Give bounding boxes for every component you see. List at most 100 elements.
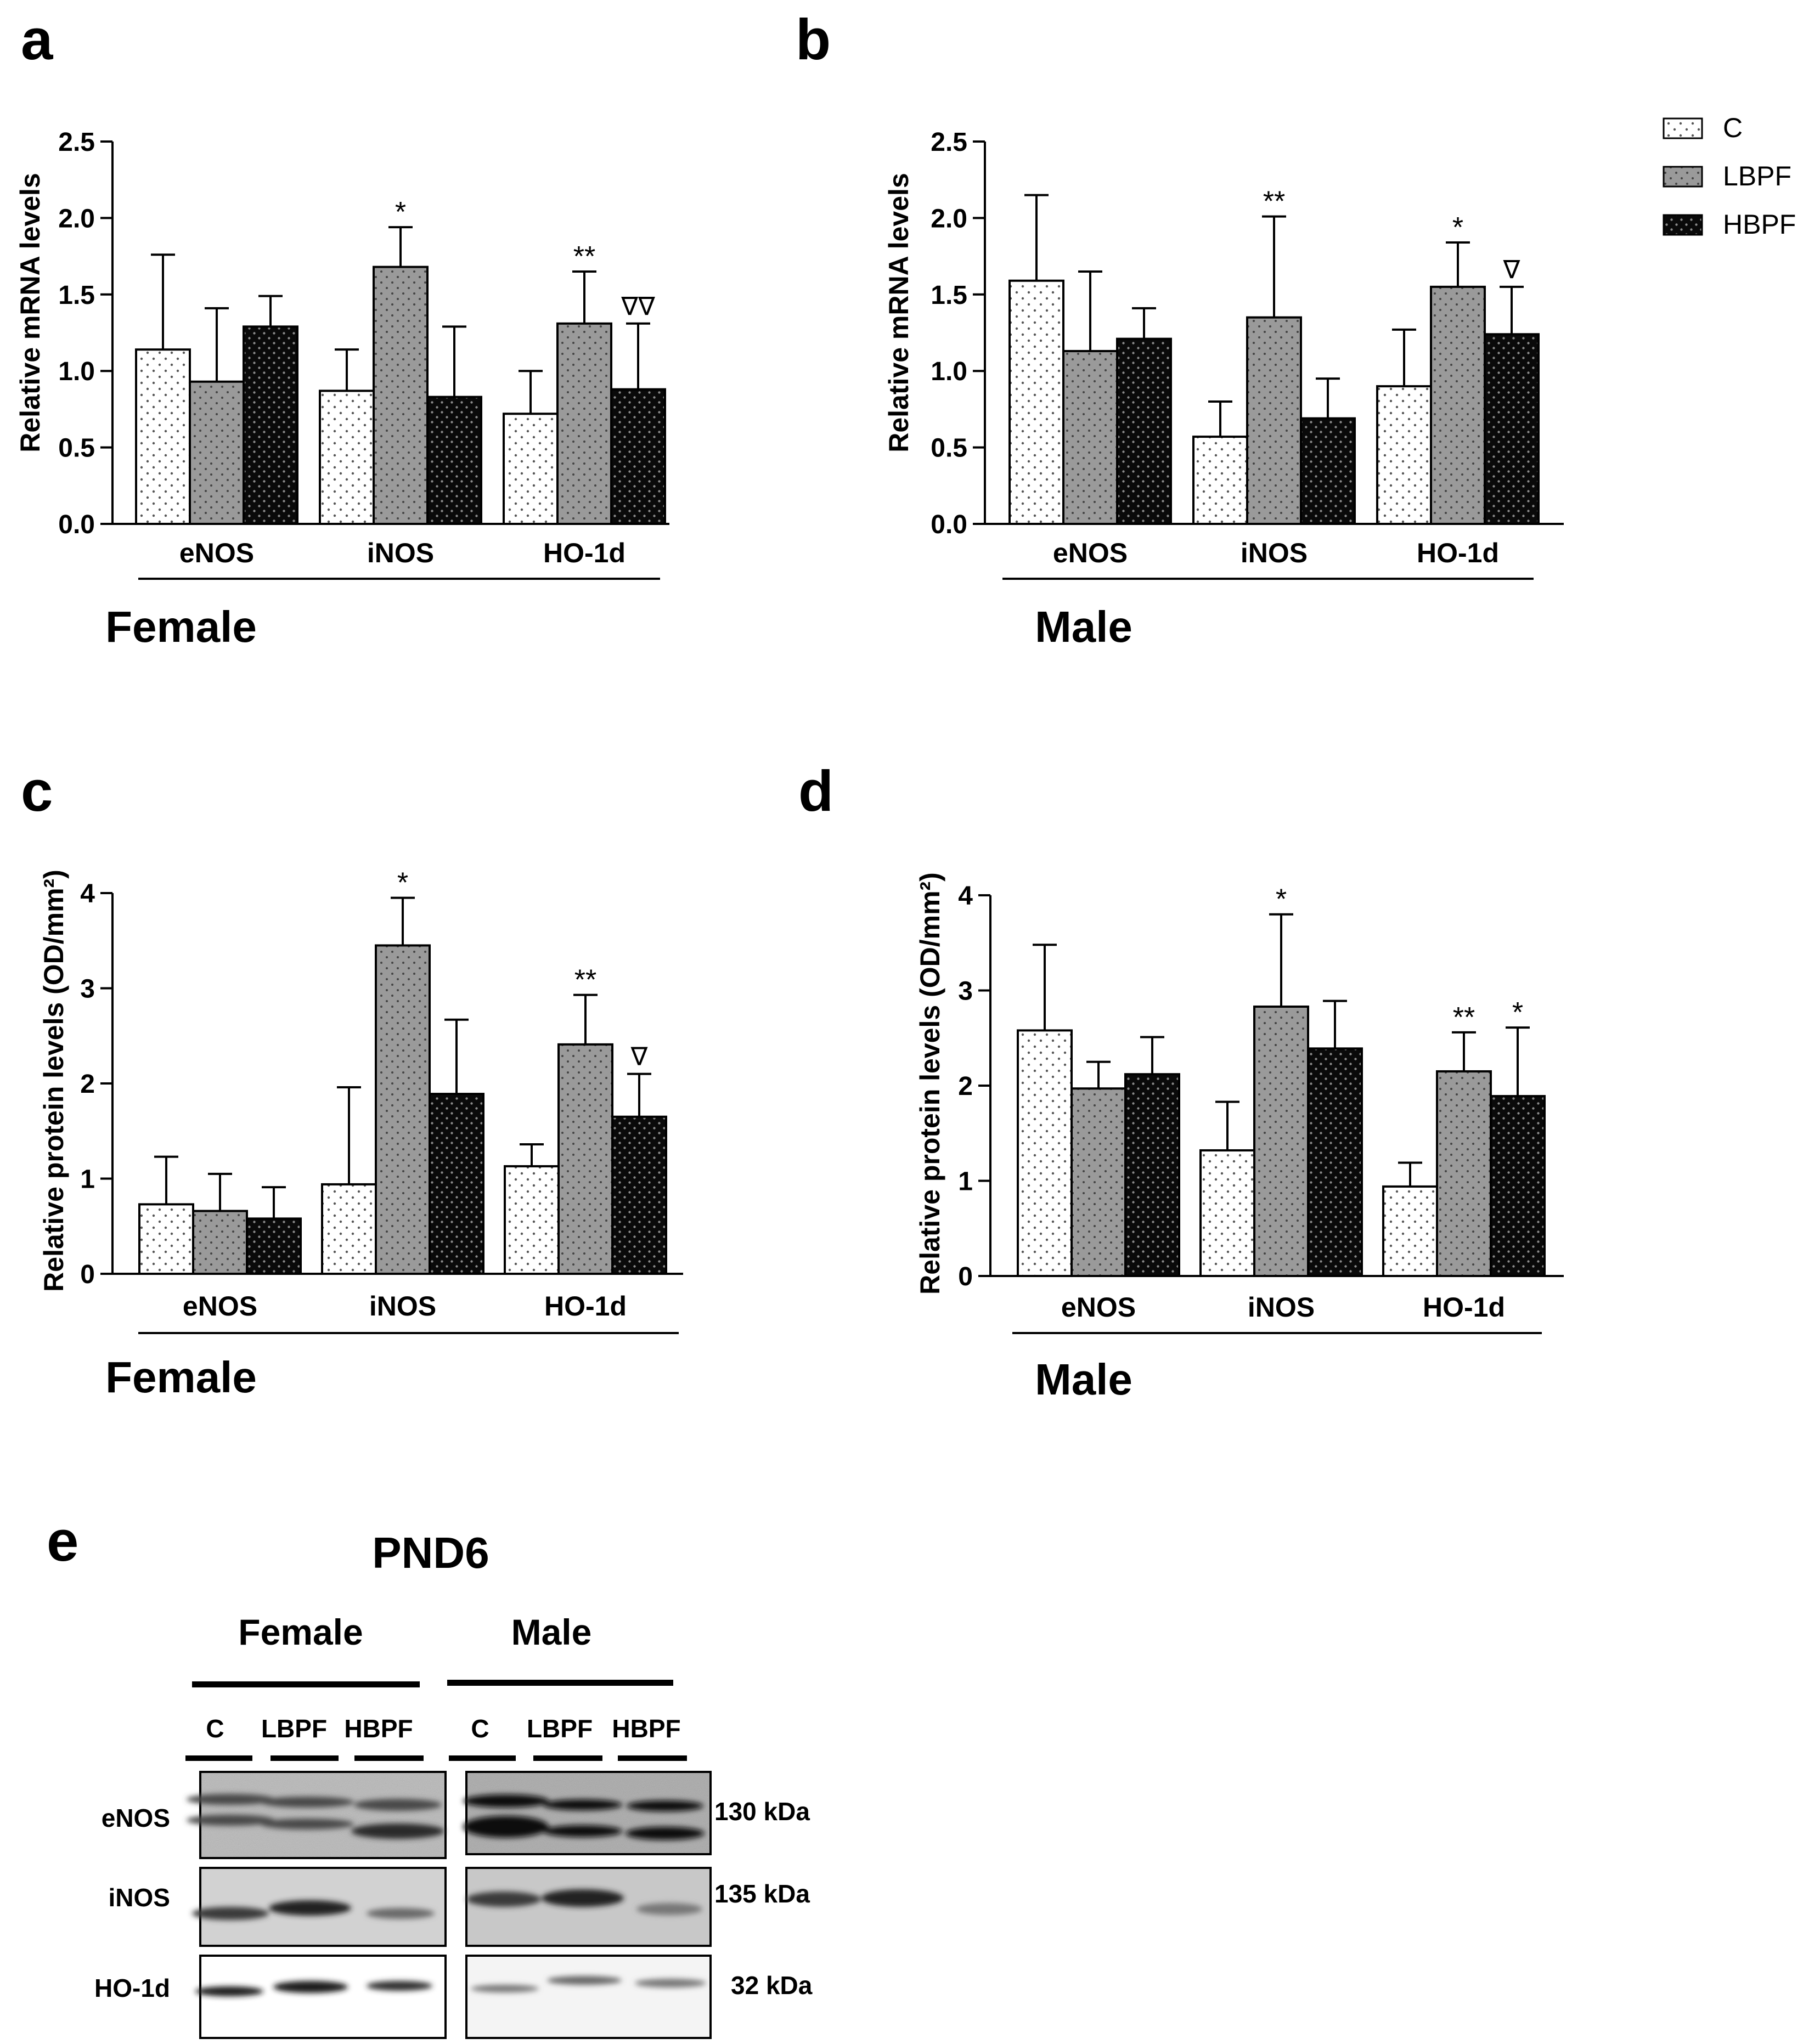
y-tick-label: 3	[958, 977, 973, 1006]
bar-enos-lbpf	[1070, 1087, 1126, 1277]
x-tick-label: eNOS	[183, 1291, 257, 1322]
panel-a-mrna-female: a 0.0 0.5 1.0 1.5 2.0 2.5 eNOS * iNOS ** ∇∇ HO-1d F…	[15, 8, 669, 651]
panel-b-ylabel: Relative mRNA levels	[883, 173, 914, 453]
panel-b-group-label: Male	[1035, 602, 1132, 651]
bar-ho1d-c	[1382, 1185, 1438, 1277]
panel-letter-e: e	[47, 1509, 78, 1573]
bar-inos-c	[1199, 1149, 1255, 1277]
legend-swatch-lbpf	[1663, 166, 1703, 188]
blot-inos-female	[192, 1867, 447, 1947]
panel-a-ylabel: Relative mRNA levels	[15, 173, 46, 453]
significance-marker: ∇	[630, 1042, 648, 1071]
bar-inos-c	[319, 389, 375, 525]
bar-enos-hbpf	[1116, 337, 1172, 525]
y-tick-label: 4	[958, 882, 973, 911]
panel-c-protein-female: c 0 1 2 3 4 eNOS * iNOS ** ∇ HO-1d Female Relative…	[21, 759, 683, 1402]
bar-inos-lbpf	[1246, 316, 1302, 525]
y-tick-label: 2.0	[931, 204, 967, 233]
blot-title: PND6	[372, 1528, 489, 1577]
significance-marker: *	[1452, 212, 1463, 244]
panel-e-western-blot: e PND6 Female Male C LBPF HBPF C LBPF HB…	[47, 1509, 813, 2039]
panel-b-mrna-male: b 0.0 0.5 1.0 1.5 2.0 2.5 eNOS ** iNOS * ∇ HO-1d Ma…	[796, 8, 1564, 651]
panel-a-chart: 0.0 0.5 1.0 1.5 2.0 2.5 eNOS * iNOS ** ∇∇ HO-1d	[58, 128, 669, 580]
y-tick-label: 1	[80, 1165, 95, 1194]
y-tick-label: 3	[80, 975, 95, 1004]
x-tick-label: HO-1d	[1417, 538, 1499, 568]
bar-inos-hbpf	[1307, 1047, 1363, 1277]
legend-label-c: C	[1723, 112, 1743, 143]
lane-bar-female-hbpf	[354, 1755, 424, 1761]
blot-ho1d-male	[465, 1955, 712, 2039]
legend: C LBPF HBPF	[1663, 112, 1796, 240]
blot-row-label-inos: iNOS	[109, 1883, 170, 1912]
bar-ho1d-hbpf	[611, 1115, 667, 1275]
lane-label-male-lbpf: LBPF	[527, 1714, 593, 1743]
bar-inos-lbpf	[1253, 1005, 1309, 1277]
panel-d-group-label: Male	[1035, 1355, 1132, 1404]
bar-inos-hbpf	[1300, 417, 1356, 525]
significance-marker: *	[1276, 884, 1287, 916]
y-tick-label: 2.5	[931, 128, 967, 157]
significance-marker: **	[573, 241, 595, 273]
y-tick-label: 1	[958, 1167, 973, 1196]
blot-inos-male	[465, 1867, 712, 1947]
lane-label-female-hbpf: HBPF	[344, 1714, 413, 1743]
x-tick-label: HO-1d	[1423, 1292, 1505, 1323]
lane-bar-female-lbpf	[271, 1755, 339, 1761]
bar-inos-lbpf	[375, 944, 431, 1275]
bar-enos-lbpf	[192, 1210, 248, 1275]
x-tick-label: HO-1d	[544, 1291, 627, 1322]
lane-bar-male-lbpf	[533, 1755, 602, 1761]
significance-marker: *	[1512, 997, 1523, 1029]
bar-ho1d-c	[504, 1165, 560, 1275]
y-tick-label: 1.0	[58, 357, 95, 386]
panel-c-chart: 0 1 2 3 4 eNOS * iNOS ** ∇ HO-1d	[80, 867, 683, 1334]
significance-marker: ∇	[1503, 255, 1520, 284]
bar-inos-lbpf	[373, 266, 429, 525]
blot-row-label-ho1d: HO-1d	[94, 1974, 170, 2002]
bar-ho1d-lbpf	[556, 322, 612, 525]
bar-ho1d-c	[503, 413, 559, 525]
panel-letter-d: d	[798, 759, 833, 823]
y-tick-label: 2	[958, 1072, 973, 1101]
y-tick-label: 1.5	[931, 281, 967, 310]
x-tick-label: iNOS	[369, 1291, 436, 1322]
significance-marker: **	[574, 964, 596, 996]
lane-label-male-c: C	[471, 1714, 489, 1743]
bar-inos-c	[321, 1183, 377, 1275]
bar-ho1d-hbpf	[1484, 333, 1540, 526]
y-tick-label: 2	[80, 1070, 95, 1099]
bar-ho1d-c	[1376, 385, 1432, 526]
x-tick-label: eNOS	[1061, 1292, 1136, 1323]
bar-ho1d-lbpf	[1430, 285, 1486, 525]
panel-d-ylabel: Relative protein levels (OD/mm²)	[915, 872, 945, 1295]
bar-ho1d-hbpf	[610, 388, 666, 525]
panel-letter-a: a	[21, 8, 54, 72]
bar-ho1d-lbpf	[557, 1043, 613, 1275]
blot-enos-female	[187, 1771, 447, 1859]
blot-group-female: Female	[238, 1612, 363, 1652]
significance-marker: **	[1263, 186, 1285, 218]
lane-label-male-hbpf: HBPF	[612, 1714, 680, 1743]
x-tick-label: eNOS	[1053, 538, 1128, 568]
y-tick-label: 0	[958, 1262, 973, 1291]
legend-swatch-hbpf	[1663, 214, 1703, 236]
bar-enos-lbpf	[1062, 349, 1118, 525]
lane-bar-male-hbpf	[618, 1755, 687, 1761]
x-tick-label: iNOS	[1248, 1292, 1315, 1323]
y-tick-label: 0.0	[931, 510, 967, 539]
significance-marker: *	[395, 196, 406, 228]
x-tick-label: iNOS	[1241, 538, 1308, 568]
lane-bar-male-c	[449, 1755, 516, 1761]
x-tick-label: HO-1d	[543, 538, 626, 568]
blot-group-bar-male	[447, 1680, 673, 1686]
blot-group-bar-female	[192, 1681, 420, 1687]
blot-group-male: Male	[511, 1612, 592, 1652]
panel-letter-c: c	[21, 759, 53, 823]
lane-bar-female-c	[185, 1755, 252, 1761]
y-tick-label: 4	[80, 879, 95, 908]
legend-swatch-c	[1663, 117, 1703, 139]
